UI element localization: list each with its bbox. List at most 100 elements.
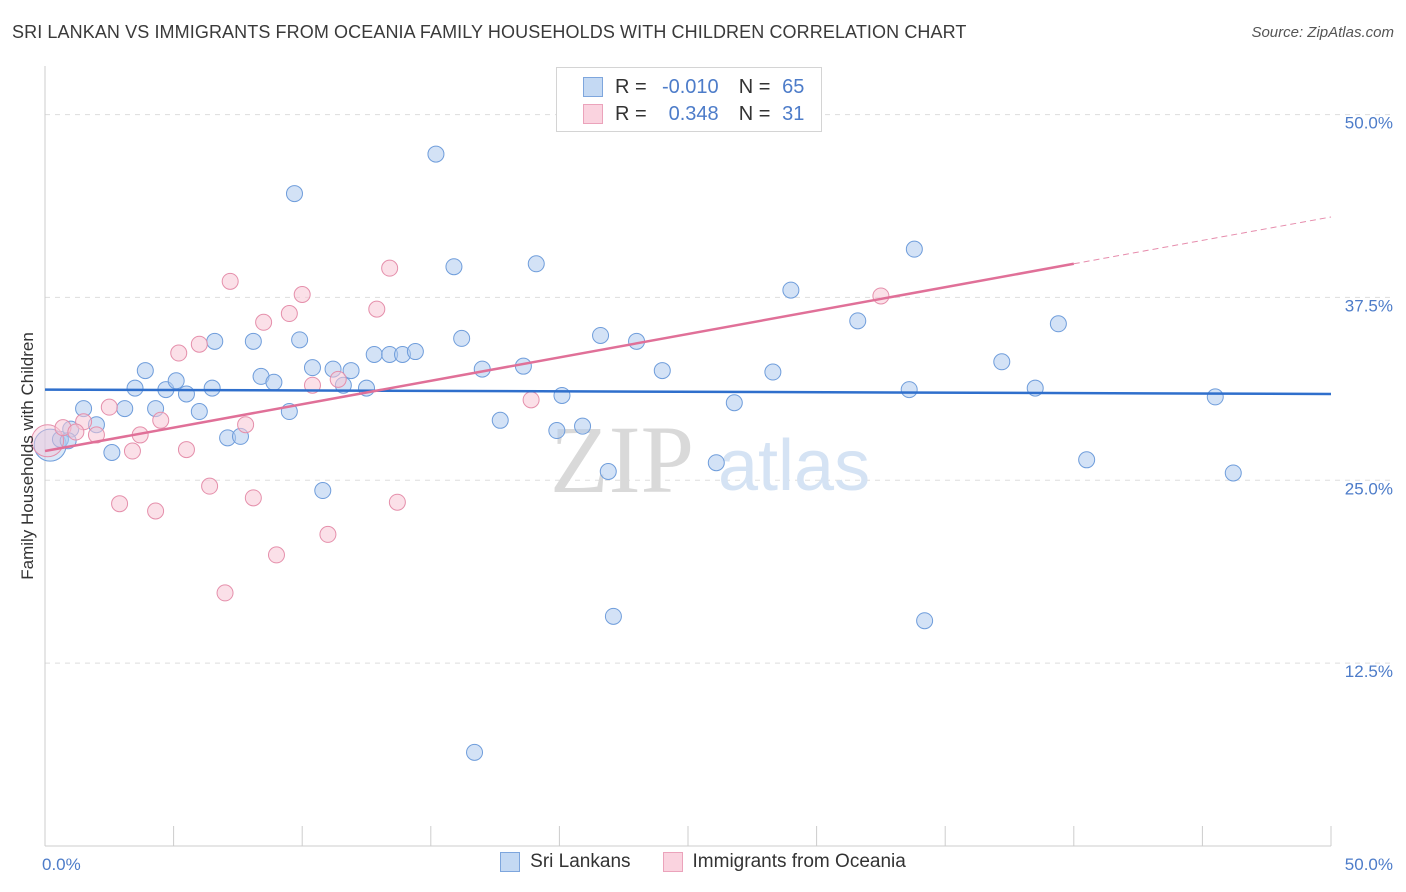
sri-lankans-point [599,463,617,481]
oceania-point [872,287,890,305]
sri-lankans-point [177,385,195,403]
sri-lankans-point [653,362,671,380]
sri-lankans-point [849,312,867,330]
oceania-point [221,272,239,290]
axes [44,66,1332,847]
watermark: ZIP atlas [550,406,870,513]
oceania-point [293,286,311,304]
oceania-point [388,493,406,511]
oceania-point [280,305,298,323]
legend-label: Immigrants from Oceania [692,851,906,872]
n-label: N = [738,75,771,98]
oceania-point [201,477,219,495]
oceania-point [522,391,540,409]
source-label: Source: ZipAtlas.com [1251,24,1394,41]
gridlines [45,114,1393,664]
sri-lankans-point [491,411,509,429]
sri-lankans-point [1049,315,1067,333]
sri-lankans-point [314,482,332,500]
oceania-point [303,376,321,394]
oceania-point [255,313,273,331]
sri-lankans-point [206,332,224,350]
oceania-point [319,525,337,543]
sri-lankans-point [203,379,221,397]
sri-lankans-point [303,359,321,377]
sri-lankans-point [291,331,309,349]
x-tick-labels: 0.0% 50.0% [42,855,1393,874]
chart-title: SRI LANKAN VS IMMIGRANTS FROM OCEANIA FA… [12,22,967,42]
sri-lankans-point [1224,464,1242,482]
x-tick-label-min: 0.0% [42,855,81,874]
n-label: N = [738,102,771,125]
sri-lankans-point [900,381,918,399]
legend-item-oceania[interactable]: Immigrants from Oceania [662,851,906,873]
sri-lankans-point [725,394,743,412]
sri-lankans-point [604,607,622,625]
legend-item-sri-lankans[interactable]: Sri Lankans [500,851,631,873]
sri-lankans-point [190,403,208,421]
x-tick-label-max: 50.0% [1345,855,1393,874]
sri-lankans-point [103,443,121,461]
oceania-trend-line [44,262,1075,453]
r-value: -0.010 [661,75,719,98]
oceania-trend-extension [1073,216,1332,265]
sri-lankans-point [527,255,545,273]
legend-label: Sri Lankans [530,851,631,872]
sri-lankans-point [365,345,383,363]
y-tick-label: 25.0% [1345,479,1393,498]
sri-lankans-point [136,362,154,380]
oceania-points [31,259,890,602]
r-label: R = [615,75,647,98]
sri-lankans-point [574,417,592,435]
sri-lankans-point [707,454,725,472]
r-value: 0.348 [668,102,719,125]
y-tick-label: 50.0% [1345,114,1393,133]
r-label: R = [615,102,647,125]
oceania-point [100,398,118,416]
oceania-point [87,426,105,444]
trend-lines [44,216,1332,453]
y-tick-label: 12.5% [1345,662,1393,681]
stats-legend-row-sri-lankans: R = -0.010 N = 65 [583,74,804,100]
oceania-swatch [583,104,603,124]
sri-lankans-swatch [500,852,521,872]
oceania-point [177,441,195,459]
oceania-point [152,411,170,429]
series-legend: Sri Lankans Immigrants from Oceania [0,851,1406,873]
oceania-point [381,259,399,277]
y-tick-labels: 12.5% 25.0% 37.5% 50.0% [1345,114,1393,682]
sri-lankans-point [993,353,1011,371]
n-value: 31 [782,102,805,125]
sri-lankans-point [905,240,923,258]
sri-lankans-point [445,258,463,276]
sri-lankans-point [1078,451,1096,469]
sri-lankans-point [453,329,471,347]
n-value: 65 [782,75,805,98]
y-axis-label: Family Households with Children [18,332,37,580]
sri-lankans-point [427,145,445,163]
oceania-swatch [662,852,683,872]
oceania-point [67,423,85,441]
stats-legend-row-oceania: R = 0.348 N = 31 [583,101,804,127]
oceania-point [267,546,285,564]
sri-lankans-point [265,373,283,391]
watermark-atlas: atlas [718,426,870,506]
watermark-zip: ZIP [550,406,694,513]
oceania-point [147,502,165,520]
sri-lankans-point [548,422,566,440]
sri-lankans-point [553,386,571,404]
sri-lankans-point [167,372,185,390]
sri-lankans-point [285,185,303,203]
sri-lankans-point [116,400,134,418]
sri-lankans-point [592,326,610,344]
oceania-point [244,489,262,507]
sri-lankans-point [764,363,782,381]
oceania-point [111,495,129,513]
oceania-point [368,300,386,318]
sri-lankans-point [782,281,800,299]
sri-lankans-point [473,360,491,378]
sri-lankans-point [126,379,144,397]
sri-lankans-trend-line [44,388,1332,396]
oceania-point [190,335,208,353]
